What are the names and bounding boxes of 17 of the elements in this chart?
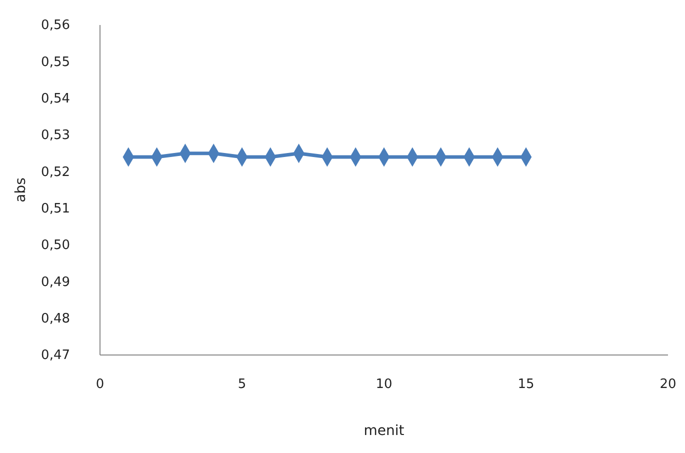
y-tick-label: 0,47 <box>41 348 70 364</box>
y-tick-label: 0,55 <box>41 54 70 70</box>
y-tick-label: 0,50 <box>41 238 70 254</box>
y-tick-label: 0,56 <box>41 18 70 34</box>
x-tick-label: 15 <box>518 377 534 392</box>
y-tick-label: 0,52 <box>41 164 70 180</box>
y-tick-label: 0,54 <box>41 91 70 106</box>
y-axis-title: abs <box>13 178 29 202</box>
x-tick-label: 0 <box>96 377 104 392</box>
x-tick-label: 5 <box>238 377 246 392</box>
y-tick-label: 0,49 <box>41 274 70 290</box>
x-tick-label: 10 <box>376 377 392 392</box>
x-axis-title: menit <box>364 423 405 439</box>
y-tick-label: 0,51 <box>41 201 70 216</box>
y-tick-label: 0,48 <box>41 311 70 326</box>
y-tick-label: 0,53 <box>41 128 70 144</box>
x-tick-label: 20 <box>660 377 676 392</box>
